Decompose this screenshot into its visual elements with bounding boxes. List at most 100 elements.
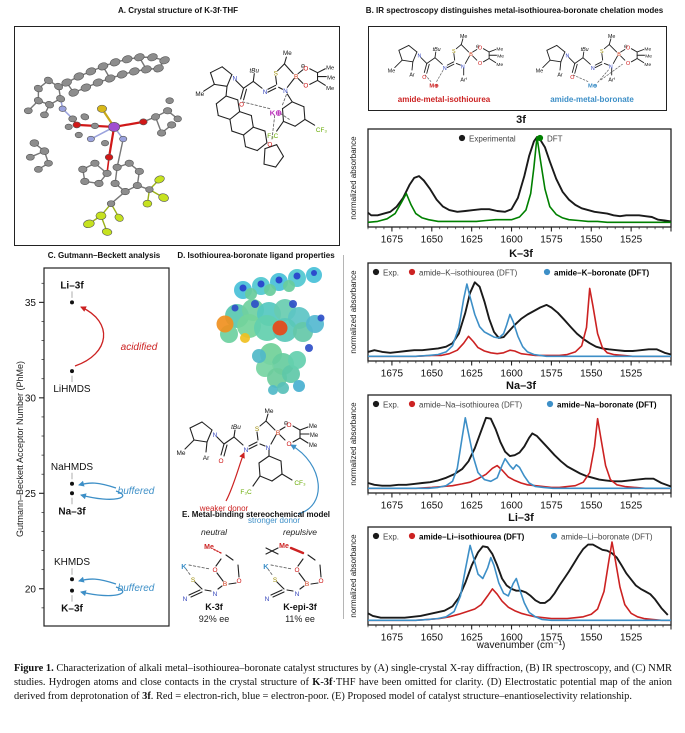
gutmann-beckett-plot: 20 25 30 35 Li–3f LiHMDS NaHMDS Na–3f KHMDS K–3f a…	[25, 267, 170, 627]
svg-text:B: B	[294, 74, 298, 81]
ir-title-k3f: K–3f	[509, 248, 533, 260]
svg-text:N: N	[295, 591, 300, 598]
svg-text:tBu: tBu	[231, 424, 241, 431]
svg-text:Me: Me	[310, 433, 319, 439]
svg-text:N: N	[461, 64, 465, 70]
svg-text:Me: Me	[608, 34, 615, 40]
svg-text:Me: Me	[496, 46, 503, 52]
svg-text:CF₃: CF₃	[294, 480, 306, 487]
svg-text:Me: Me	[496, 62, 503, 68]
svg-text:1575: 1575	[540, 633, 563, 644]
svg-text:1650: 1650	[421, 369, 444, 380]
svg-text:35: 35	[25, 298, 37, 309]
svg-text:K–3f: K–3f	[61, 604, 83, 615]
svg-text:S: S	[600, 49, 604, 55]
svg-text:Me: Me	[645, 54, 652, 60]
svg-text:⊖: ⊖	[283, 421, 288, 427]
svg-text:Me: Me	[497, 54, 504, 60]
svg-text:30: 30	[25, 393, 37, 404]
svg-text:Me: Me	[309, 443, 318, 449]
svg-text:⊖: ⊖	[300, 64, 305, 70]
svg-text:weaker donor: weaker donor	[199, 504, 249, 513]
svg-text:O: O	[239, 102, 244, 109]
svg-text:Me: Me	[264, 408, 273, 415]
svg-text:S: S	[255, 426, 260, 433]
svg-text:Me: Me	[327, 75, 335, 81]
svg-text:S: S	[274, 71, 278, 78]
svg-text:amide–Na–isothiourea (DFT): amide–Na–isothiourea (DFT)	[419, 401, 522, 410]
svg-text:Ar: Ar	[557, 73, 563, 79]
svg-text:acidified: acidified	[121, 342, 158, 353]
svg-text:NaHMDS: NaHMDS	[51, 462, 94, 473]
neutral-label: neutral	[201, 527, 227, 537]
ir-plot-na3f: 1525 1550 1575 1600 1625 1650 1675 Exp. amide–Na…	[367, 394, 672, 512]
svg-text:stronger donor: stronger donor	[248, 516, 300, 525]
svg-text:O: O	[318, 578, 323, 585]
svg-text:1525: 1525	[620, 501, 643, 512]
svg-text:N: N	[417, 54, 421, 60]
svg-text:M⊕: M⊕	[588, 83, 598, 89]
svg-text:N: N	[266, 445, 271, 452]
svg-text:N: N	[244, 447, 249, 454]
svg-text:Exp.: Exp.	[383, 269, 399, 278]
svg-text:F₃C: F₃C	[267, 133, 278, 140]
svg-text:S: S	[191, 577, 196, 584]
svg-text:amide–Na–boronate (DFT): amide–Na–boronate (DFT)	[557, 401, 657, 410]
svg-text:buffered: buffered	[118, 583, 155, 594]
svg-text:S: S	[273, 577, 278, 584]
electrostatic-potential-map	[216, 267, 325, 395]
svg-text:amide–K–isothiourea (DFT): amide–K–isothiourea (DFT)	[419, 269, 518, 278]
svg-text:O: O	[422, 75, 426, 81]
svg-text:B: B	[223, 581, 227, 588]
ir-title-na3f: Na–3f	[506, 380, 536, 392]
svg-text:K: K	[263, 562, 269, 571]
svg-text:1625: 1625	[461, 369, 484, 380]
svg-text:O: O	[218, 458, 223, 465]
svg-text:B: B	[469, 52, 473, 58]
column-divider	[343, 255, 344, 619]
svg-text:Me: Me	[326, 66, 334, 72]
panel-b-title: B. IR spectroscopy distinguishes metal-i…	[365, 6, 664, 15]
svg-text:1675: 1675	[381, 235, 404, 246]
svg-text:LiHMDS: LiHMDS	[53, 384, 91, 395]
svg-text:N: N	[283, 88, 288, 95]
svg-text:O: O	[286, 441, 291, 448]
svg-text:O: O	[303, 66, 308, 73]
svg-text:tBu: tBu	[581, 47, 589, 53]
svg-text:K⊕: K⊕	[270, 108, 283, 117]
svg-text:1650: 1650	[421, 501, 444, 512]
svg-text:O: O	[212, 567, 217, 574]
svg-text:Me: Me	[644, 46, 651, 52]
svg-text:1575: 1575	[540, 235, 563, 246]
svg-text:Experimental: Experimental	[469, 135, 516, 144]
svg-text:1550: 1550	[580, 501, 603, 512]
svg-text:Me: Me	[460, 34, 467, 40]
svg-text:N: N	[591, 66, 595, 72]
svg-text:N: N	[565, 54, 569, 60]
svg-text:O: O	[267, 142, 272, 149]
svg-text:amide–K–boronate (DFT): amide–K–boronate (DFT)	[554, 269, 649, 278]
svg-text:amide–Li–boronate (DFT): amide–Li–boronate (DFT)	[561, 533, 653, 542]
k-epi-3f-name: K-epi-3f	[283, 602, 317, 612]
svg-text:⊖: ⊖	[624, 44, 628, 50]
svg-text:Me: Me	[326, 86, 334, 92]
svg-text:1600: 1600	[500, 235, 523, 246]
svg-text:S: S	[452, 49, 456, 55]
svg-text:1525: 1525	[620, 369, 643, 380]
ir-ylabel-3f: normalized absorbance	[349, 136, 358, 220]
repulsive-label: repulsive	[282, 527, 318, 537]
svg-text:N: N	[263, 89, 268, 96]
svg-text:amide–Li–isothiourea (DFT): amide–Li–isothiourea (DFT)	[419, 533, 525, 542]
svg-text:N: N	[213, 591, 218, 598]
ir-plot-k3f: 1525 1550 1575 1600 1625 1650 1675 Exp. amide–K–…	[367, 262, 672, 380]
svg-text:K: K	[181, 562, 187, 571]
svg-text:N: N	[265, 596, 270, 603]
svg-text:tBu: tBu	[433, 47, 441, 53]
panel-d-title: D. Isothiourea-boronate ligand propertie…	[177, 251, 335, 260]
svg-text:20: 20	[25, 584, 37, 595]
isothiourea-mode-label: amide-metal-isothiourea	[397, 95, 491, 104]
svg-text:O: O	[478, 46, 482, 52]
svg-text:O: O	[294, 567, 299, 574]
